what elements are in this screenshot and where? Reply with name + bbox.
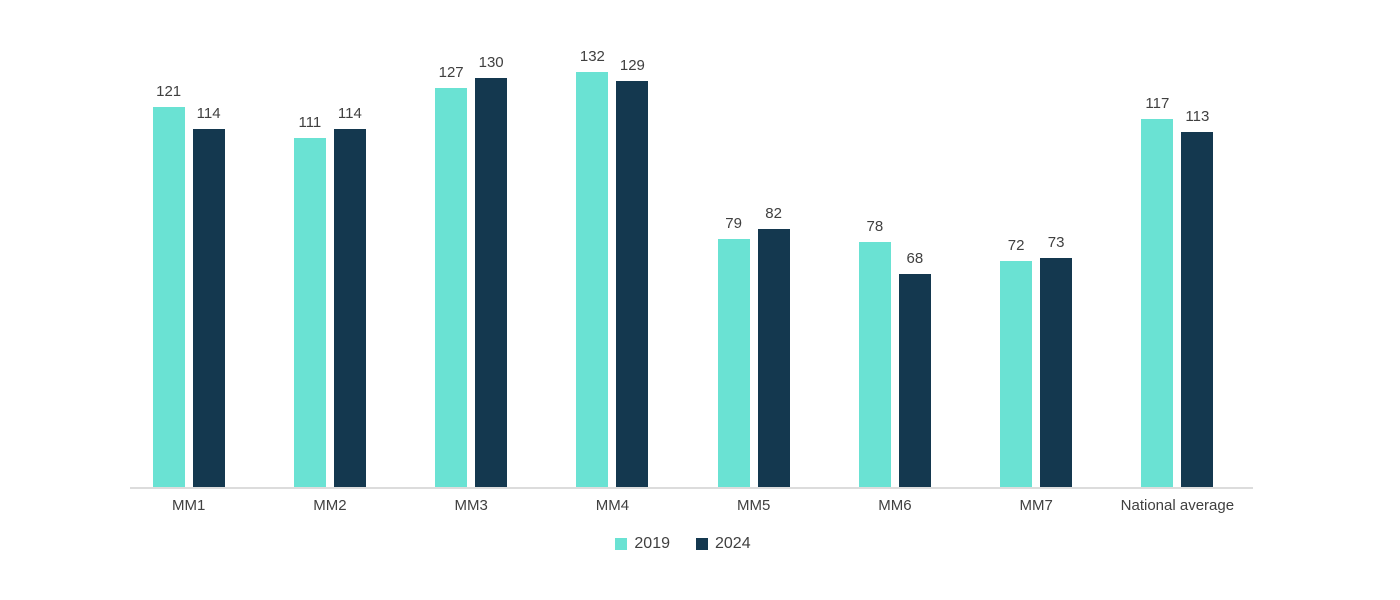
bar-2019-mm2 [293,138,326,488]
bar-value-label: 114 [337,104,362,122]
bar-value-label: 68 [906,249,924,267]
bar-wrap: 82 [757,205,790,488]
bar-wrap: 129 [616,57,649,488]
legend: 2019 2024 [118,535,1248,553]
bar-2019-mm3 [435,87,468,488]
bar-2024-mm1 [192,128,225,488]
bar-wrap: 127 [435,63,468,488]
bar-wrap: 111 [293,114,326,488]
bar-wrap: 78 [858,218,891,488]
bar-wrap: 114 [192,104,225,488]
bar-wrap: 73 [1040,233,1073,488]
bar-2024-mm3 [475,78,508,488]
legend-swatch-2019 [615,538,628,550]
bar-value-label: 127 [438,63,464,81]
bar-wrap: 117 [1141,95,1174,488]
bar-group-national-average: 117 113 [1107,96,1248,488]
bar-2024-mm7 [1040,257,1073,488]
x-axis-label-mm1: MM1 [171,497,206,514]
bar-value-label: 82 [765,205,782,223]
bar-value-label: 113 [1185,107,1210,125]
plot-area: 121 114 111 114 127 130 132 129 79 82 78 68 72 73 117 1… [118,0,1248,488]
x-axis-label-mm6: MM6 [878,497,912,514]
bar-group-mm1: 121 114 [118,82,259,488]
bar-value-label: 117 [1145,95,1170,113]
bar-wrap: 132 [576,47,609,488]
bar-wrap: 114 [333,104,366,488]
x-axis-line [130,487,1253,489]
x-axis-label-mm5: MM5 [736,497,771,514]
bar-2019-national-average [1141,119,1174,488]
bar-wrap: 121 [152,82,185,488]
legend-item-2019[interactable]: 2019 [615,535,670,553]
bar-value-label: 130 [478,54,504,72]
x-axis-label-national-average: National average [1120,497,1235,514]
bar-group-mm5: 79 82 [683,206,824,488]
bar-2024-mm6 [898,273,931,488]
legend-swatch-2024 [696,538,708,550]
bar-wrap: 68 [898,249,931,488]
bar-value-label: 121 [156,82,182,100]
bar-2024-mm2 [333,128,366,488]
bar-value-label: 114 [196,104,221,122]
bar-group-mm3: 127 130 [401,55,542,488]
bar-2019-mm1 [152,106,185,488]
x-axis-label-mm2: MM2 [313,497,347,514]
bar-2024-mm5 [757,229,790,488]
legend-label-2024: 2024 [715,535,751,552]
bar-value-label: 72 [1007,236,1025,254]
bar-group-mm6: 78 68 [824,219,965,488]
x-axis-labels-row: MM1 MM2 MM3 MM4 MM5 MM6 MM7 National average [118,497,1248,514]
bar-2019-mm6 [858,242,891,488]
bar-wrap: 72 [1000,236,1033,488]
x-axis-label-mm3: MM3 [454,497,488,514]
bar-2019-mm4 [576,71,609,488]
bar-2019-mm7 [1000,260,1033,488]
bar-wrap: 130 [475,54,508,488]
legend-label-2019: 2019 [634,535,670,552]
bar-group-mm2: 111 114 [259,106,400,488]
bar-2019-mm5 [717,238,750,488]
bar-value-label: 132 [579,47,605,65]
x-axis-label-mm4: MM4 [595,497,630,514]
x-axis-label-mm7: MM7 [1019,497,1053,514]
bar-2024-national-average [1181,131,1214,488]
bar-group-mm4: 132 129 [542,49,683,488]
bar-wrap: 113 [1181,107,1214,488]
bar-wrap: 79 [717,214,750,488]
bar-value-label: 111 [298,114,322,132]
bar-value-label: 73 [1047,233,1065,251]
bar-value-label: 78 [866,218,884,236]
bar-group-mm7: 72 73 [966,235,1107,488]
legend-item-2024[interactable]: 2024 [696,535,751,553]
bar-2024-mm4 [616,81,649,488]
bar-value-label: 79 [725,214,742,232]
bar-value-label: 129 [619,57,645,75]
